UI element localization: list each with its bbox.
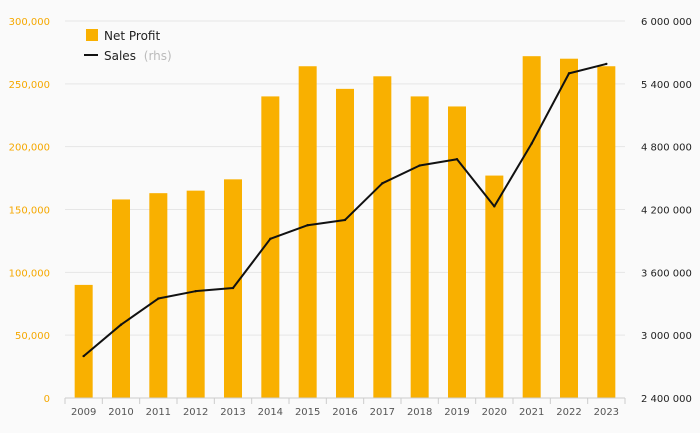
bar-net-profit: [186, 190, 205, 398]
bar-net-profit: [112, 199, 130, 398]
right-tick-label: 6 000 000: [641, 17, 692, 28]
sales-point: [493, 205, 496, 208]
bar-net-profit: [298, 66, 317, 399]
legend-label-sales: Sales (rhs): [104, 49, 172, 63]
left-tick-label: 100,000: [9, 268, 50, 279]
bar-net-profit: [597, 66, 616, 399]
left-tick-label: 50,000: [15, 331, 50, 342]
x-tick-label: 2019: [444, 407, 469, 418]
sales-point: [269, 237, 272, 241]
sales-point: [381, 182, 384, 185]
sales-point: [418, 164, 421, 167]
sales-point: [530, 142, 533, 145]
x-tick-label: 2011: [146, 407, 171, 418]
x-tick-label: 2021: [519, 407, 544, 418]
legend-sales-suffix: (rhs): [144, 49, 172, 63]
x-tick-label: 2010: [108, 407, 133, 418]
bar-net-profit: [560, 58, 578, 398]
bar-net-profit: [485, 175, 504, 398]
x-tick-label: 2016: [332, 407, 357, 418]
sales-point: [194, 289, 197, 293]
right-tick-label: 2 400 000: [641, 394, 692, 405]
x-tick-label: 2014: [258, 407, 283, 418]
sales-point: [306, 224, 309, 227]
legend-label-net-profit: Net Profit: [104, 29, 160, 43]
right-tick-label: 4 800 000: [641, 143, 692, 154]
right-y-axis: 2 400 000 3 000 000 3 600 000 4 200 000 4 80…: [641, 17, 692, 405]
bar-net-profit: [336, 88, 354, 399]
x-tick-label: 2012: [183, 407, 208, 418]
left-y-axis: 0 50,000 100,000 150,000 200,000 250,000 300,0…: [9, 17, 50, 405]
x-tick-label: 2023: [594, 407, 619, 418]
right-tick-label: 3 000 000: [641, 331, 692, 342]
right-tick-label: 3 600 000: [641, 268, 692, 279]
legend-sales-name: Sales: [104, 49, 136, 63]
left-tick-label: 150,000: [9, 206, 50, 217]
left-tick-label: 0: [44, 394, 50, 405]
legend-swatch-net-profit: [86, 29, 98, 41]
sales-point: [567, 72, 571, 75]
bar-net-profit: [373, 76, 392, 398]
x-tick-label: 2018: [407, 407, 432, 418]
bar-net-profit: [410, 96, 429, 399]
x-axis: 2009 2010 2011 2012 2013 2014 2015 2016 2017 2018…: [64, 397, 626, 418]
right-tick-label: 5 400 000: [641, 80, 692, 91]
sales-point: [231, 286, 235, 290]
line-series-sales: [82, 62, 608, 358]
bar-net-profit: [522, 56, 541, 398]
left-tick-label: 200,000: [9, 143, 50, 154]
left-tick-label: 250,000: [9, 80, 50, 91]
x-tick-label: 2009: [71, 407, 96, 418]
x-tick-label: 2015: [295, 407, 320, 418]
bar-series-net-profit: [74, 56, 616, 399]
left-tick-label: 300,000: [9, 17, 50, 28]
sales-point: [82, 354, 85, 358]
bar-net-profit: [448, 106, 466, 398]
x-tick-label: 2022: [556, 407, 581, 418]
x-tick-label: 2020: [482, 407, 507, 418]
sales-point: [343, 218, 347, 222]
bar-net-profit: [261, 96, 280, 399]
sales-point: [157, 297, 160, 300]
sales-point: [119, 323, 123, 326]
bar-net-profit: [74, 284, 93, 398]
right-tick-label: 4 200 000: [641, 206, 692, 217]
bar-net-profit: [149, 193, 168, 398]
legend: Net Profit Sales (rhs): [84, 29, 172, 63]
x-tick-label: 2013: [220, 407, 245, 418]
x-tick-label: 2017: [370, 407, 395, 418]
sales-point: [455, 158, 459, 161]
sales-point: [605, 62, 608, 66]
